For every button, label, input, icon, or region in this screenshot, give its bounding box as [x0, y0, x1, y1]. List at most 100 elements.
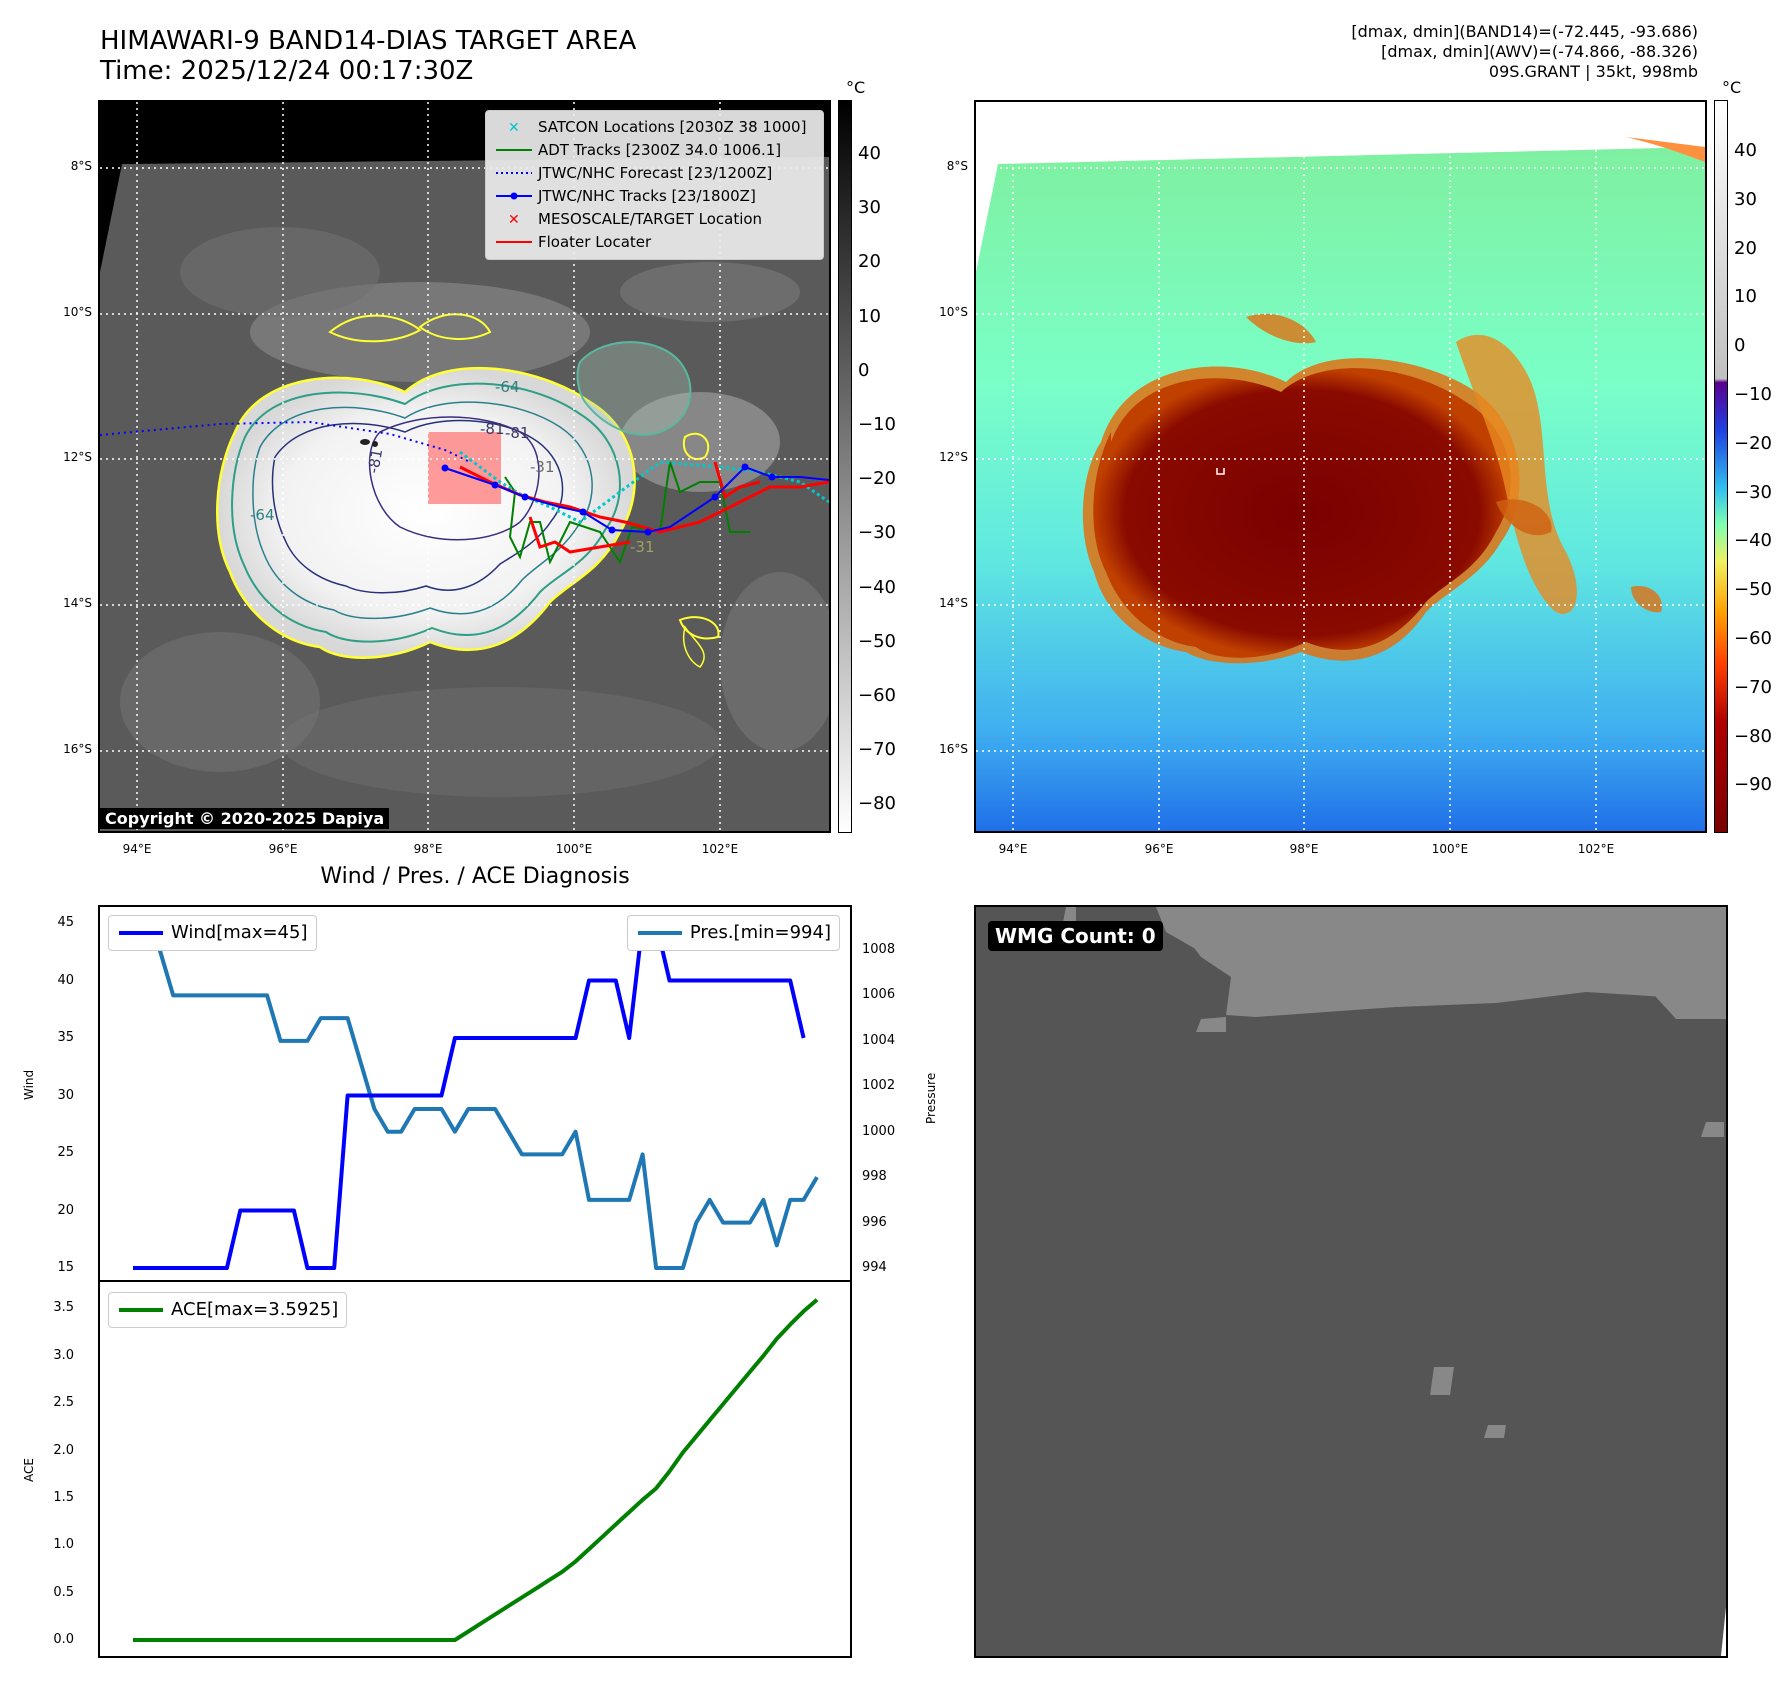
awv-colorbar-unit: °C: [1722, 78, 1742, 97]
axis-tick-label: 20: [57, 1202, 74, 1218]
diagnosis-subtitle: Wind / Pres. / ACE Diagnosis: [320, 864, 630, 889]
axis-tick-label: 998: [862, 1169, 887, 1185]
red-line-icon: [496, 241, 532, 243]
wind-axis-label: Wind: [22, 1069, 36, 1100]
contour-label: -81: [505, 424, 530, 442]
green-line-icon: [496, 149, 532, 151]
axis-tick-label: 45: [57, 915, 74, 930]
awv-gridlines: [976, 102, 1705, 831]
axis-tick-label: 1002: [862, 1078, 896, 1094]
figure-time: Time: 2025/12/24 00:17:30Z: [100, 56, 474, 86]
ir-colorbar: [838, 100, 852, 833]
contour-yellow: [216, 366, 636, 659]
awv-image-panel: [974, 100, 1707, 833]
pressure-legend: Pres.[min=994]: [626, 915, 840, 951]
ir-colorbar-unit: °C: [846, 78, 866, 97]
axis-tick-label: 1008: [862, 942, 896, 957]
colorbar-tick-label: −20: [858, 468, 896, 490]
colorbar-tick-label: −40: [858, 576, 896, 598]
lat-label-right: 12°S: [939, 450, 968, 464]
awv-core: [1093, 368, 1511, 658]
svg-text:✕: ✕: [508, 212, 520, 228]
colorbar-tick-label: −30: [858, 522, 896, 544]
contour-purple: [368, 416, 540, 541]
band14-range-text: [dmax, dmin](BAND14)=(-72.445, -93.686): [1351, 22, 1698, 41]
axis-tick-label: 1006: [862, 987, 896, 1003]
contour-east-cloud: [576, 341, 692, 436]
lon-label-left: 102°E: [701, 842, 739, 856]
wind-legend: Wind[max=45]: [108, 915, 317, 951]
colorbar-tick-label: 20: [858, 251, 881, 273]
lat-label-left: 8°S: [70, 159, 92, 173]
lat-label-left: 10°S: [63, 305, 92, 319]
colorbar-tick-label: 40: [1734, 140, 1757, 161]
awv-colorbar: [1714, 100, 1728, 833]
wind-legend-swatch: [119, 931, 163, 935]
lat-label-right: 8°S: [946, 159, 968, 173]
svg-text:✕: ✕: [508, 120, 520, 136]
axis-tick-label: 3.0: [53, 1347, 74, 1363]
colorbar-tick-label: −10: [1734, 384, 1772, 405]
contour-blue-teal: [252, 401, 593, 620]
ir-image-panel: -81 -81 -64 -64 -31 -31 -81 ✕ SATCON Loc…: [98, 100, 831, 833]
lon-label-right: 94°E: [998, 842, 1028, 856]
awv-range-text: [dmax, dmin](AWV)=(-74.866, -88.326): [1381, 42, 1698, 61]
contour-label: -81: [364, 447, 386, 474]
contour-teal: [231, 382, 621, 643]
colorbar-tick-label: −60: [858, 685, 896, 706]
contour-label: -64: [495, 378, 520, 396]
colorbar-tick-label: −70: [858, 739, 896, 761]
axis-tick-label: 0.5: [53, 1584, 74, 1600]
blue-line-dot-icon: [496, 192, 532, 200]
axis-tick-label: 994: [862, 1260, 887, 1275]
contour-label: -31: [530, 458, 555, 476]
ace-panel: ACE[max=3.5925]: [98, 1280, 852, 1658]
colorbar-tick-label: 20: [1734, 237, 1757, 259]
colorbar-tick-label: 0: [858, 359, 870, 381]
satcon-locations: [459, 450, 829, 524]
colorbar-tick-label: 10: [1734, 286, 1757, 308]
axis-tick-label: 2.5: [53, 1395, 74, 1411]
colorbar-tick-label: −90: [1734, 774, 1772, 796]
ir-image-svg: -81 -81 -64 -64 -31 -31 -81: [100, 102, 829, 831]
colorbar-tick-label: −50: [858, 630, 896, 652]
wind-pressure-panel: Wind[max=45] Pres.[min=994]: [98, 905, 852, 1282]
contour-navy: [271, 419, 564, 594]
axis-tick-label: 1.5: [53, 1489, 74, 1505]
axis-tick-label: 2.0: [53, 1442, 74, 1458]
colorbar-tick-label: −30: [1734, 481, 1772, 503]
storm-info-text: 09S.GRANT | 35kt, 998mb: [1488, 62, 1698, 81]
pressure-axis-label: Pressure: [924, 1072, 938, 1124]
colorbar-tick-label: 30: [1734, 188, 1757, 210]
contour-label: -81: [480, 420, 505, 438]
pressure-legend-swatch: [637, 931, 682, 935]
axis-tick-label: 30: [57, 1087, 74, 1103]
colorbar-tick-label: −20: [1734, 432, 1772, 454]
lon-label-left: 94°E: [122, 842, 152, 856]
colorbar-tick-label: 40: [858, 143, 881, 164]
red-x-marker-icon: ✕: [508, 212, 520, 228]
axis-tick-label: 1000: [862, 1123, 896, 1139]
lon-label-right: 102°E: [1577, 842, 1615, 856]
axis-tick-label: 15: [57, 1260, 74, 1275]
lon-label-left: 98°E: [413, 842, 443, 856]
wind-series-line: [133, 921, 806, 1270]
lat-label-left: 16°S: [63, 742, 92, 756]
colorbar-tick-label: −80: [1734, 725, 1772, 747]
wind-pressure-plot: [133, 921, 819, 1270]
axis-tick-label: 3.5: [53, 1300, 74, 1316]
colorbar-tick-label: −80: [858, 793, 896, 815]
axis-tick-label: 25: [57, 1145, 74, 1160]
cloud-mass: [217, 368, 635, 658]
lat-label-right: 16°S: [939, 742, 968, 756]
ace-plot: [133, 1298, 819, 1642]
lat-label-right: 10°S: [939, 305, 968, 319]
ace-series-line: [133, 1298, 819, 1642]
wmg-panel: WMG Count: 0: [974, 905, 1728, 1658]
awv-image-svg: [976, 102, 1705, 831]
axis-tick-label: 1004: [862, 1032, 896, 1048]
colorbar-tick-label: −10: [858, 414, 896, 435]
contour-label: -31: [630, 538, 655, 556]
copyright-label: Copyright © 2020-2025 Dapiya: [100, 808, 390, 829]
ace-legend-swatch: [119, 1308, 163, 1312]
